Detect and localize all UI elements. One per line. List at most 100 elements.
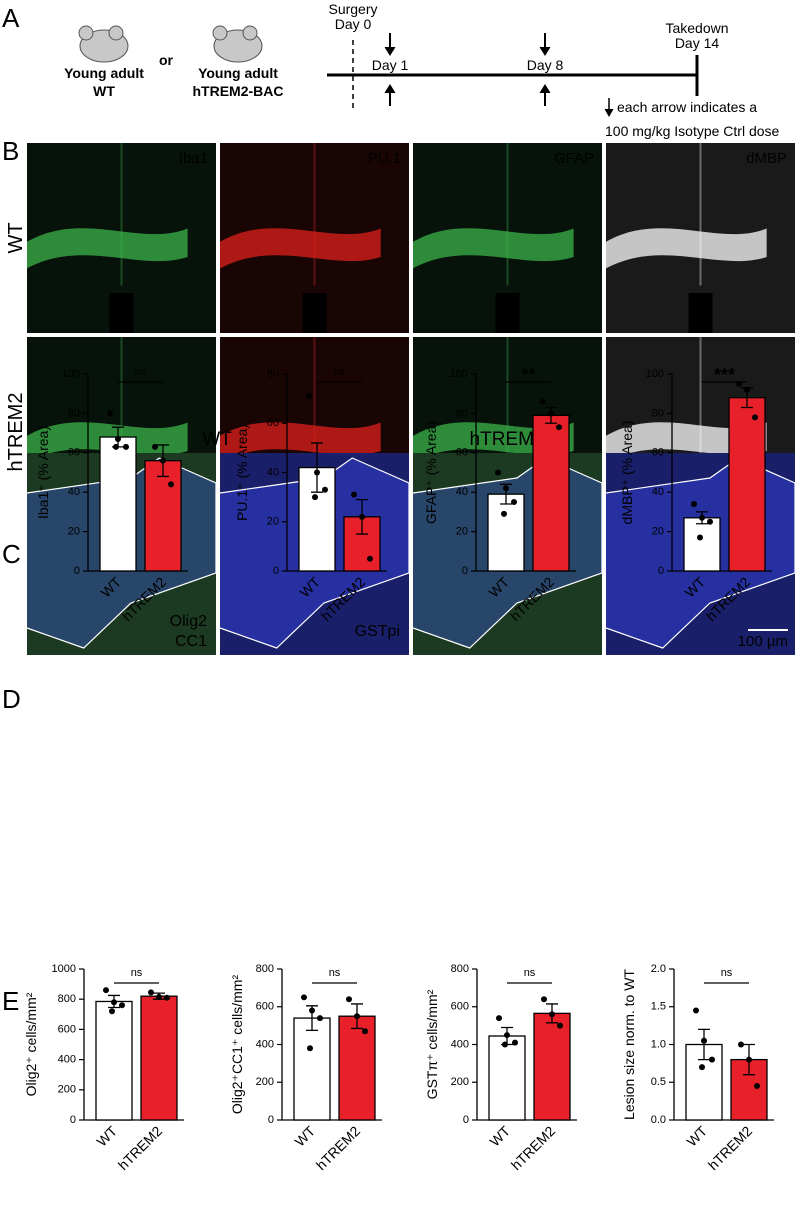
y-tick-label: 800 <box>58 993 76 1005</box>
data-point <box>312 494 318 501</box>
data-point <box>109 1008 115 1015</box>
significance-label: *** <box>714 365 735 385</box>
y-tick-label: 20 <box>267 516 279 528</box>
data-point <box>738 1041 744 1048</box>
data-point <box>496 1015 502 1022</box>
y-tick-label: 600 <box>256 1001 274 1013</box>
bar <box>728 396 766 572</box>
significance-label: ns <box>721 967 733 979</box>
y-tick-label: 0 <box>74 565 80 577</box>
significance-label: ns <box>524 967 536 979</box>
data-point <box>351 491 357 498</box>
significance-label: ns <box>334 366 346 378</box>
y-tick-label: 0.5 <box>651 1076 666 1088</box>
x-tick-label: hTREM2 <box>705 1123 756 1174</box>
bar <box>488 1035 526 1121</box>
data-point <box>707 518 713 525</box>
y-tick-label: 80 <box>456 407 468 419</box>
note: each arrow indicates a <box>617 99 757 115</box>
bar <box>99 436 137 572</box>
significance-label: ** <box>521 365 535 385</box>
stain-label: CC1 <box>175 633 207 650</box>
stain-label: GSTpi <box>355 623 400 640</box>
data-point <box>512 1039 518 1046</box>
x-tick-label: hTREM2 <box>508 1123 559 1174</box>
y-tick-label: 0 <box>273 565 279 577</box>
y-tick-label: 20 <box>456 526 468 538</box>
y-tick-label: 100 <box>62 368 80 380</box>
channel-label: dMBP <box>746 150 787 167</box>
y-tick-label: 100 <box>450 368 468 380</box>
data-point <box>317 1015 323 1022</box>
group-label: hTREM2-BAC <box>193 83 284 99</box>
data-point <box>301 994 307 1001</box>
panel-label: A <box>2 3 20 33</box>
group-label: Young adult <box>64 65 144 81</box>
y-tick-label: 0.0 <box>651 1114 666 1126</box>
data-point <box>557 1022 563 1029</box>
y-tick-label: 80 <box>652 407 664 419</box>
y-axis-label: Lesion size norm. to WT <box>621 969 637 1120</box>
data-point <box>164 994 170 1001</box>
tissue-band <box>220 422 381 463</box>
data-point <box>160 457 166 464</box>
x-tick-label: WT <box>93 1122 120 1149</box>
bar <box>293 1017 331 1121</box>
data-point <box>746 1056 752 1063</box>
data-point <box>359 513 365 520</box>
y-axis-label: Olig2⁺ cells/mm² <box>23 992 39 1096</box>
y-tick-label: 800 <box>256 963 274 975</box>
bar <box>487 493 525 572</box>
bar <box>533 1012 571 1121</box>
y-tick-label: 0 <box>463 1114 469 1126</box>
error-bar <box>311 442 323 493</box>
data-point <box>754 1083 760 1090</box>
significance-label: ns <box>135 366 147 378</box>
y-tick-label: 1000 <box>52 963 76 975</box>
y-tick-label: 400 <box>58 1054 76 1066</box>
group-label: WT <box>202 429 232 450</box>
or-label: or <box>159 52 174 68</box>
data-point <box>148 989 154 996</box>
panel-label: D <box>2 684 21 714</box>
channel-label: Iba1 <box>179 150 208 167</box>
y-tick-label: 0 <box>658 565 664 577</box>
data-point <box>495 469 501 476</box>
y-tick-label: 80 <box>267 368 279 380</box>
data-point <box>346 996 352 1003</box>
data-point <box>502 1041 508 1048</box>
group-label: Young adult <box>198 65 278 81</box>
y-tick-label: 200 <box>451 1076 469 1088</box>
data-point <box>501 510 507 517</box>
data-point <box>168 481 174 488</box>
channel-label: GFAP <box>554 150 594 167</box>
x-tick-label: WT <box>486 1122 513 1149</box>
tissue-band <box>606 422 767 463</box>
group-label: hTREM2 <box>470 429 545 450</box>
tissue-band <box>606 228 767 269</box>
y-tick-label: 1.5 <box>651 1001 666 1013</box>
timeline <box>327 33 699 118</box>
y-axis-label: GSTπ⁺ cells/mm² <box>424 989 440 1099</box>
data-point <box>752 414 758 421</box>
y-tick-label: 40 <box>68 486 80 498</box>
tissue-band <box>27 228 188 269</box>
scale-label: 100 µm <box>738 633 788 650</box>
timeline-label: Day 0 <box>335 16 372 32</box>
data-point <box>115 436 121 443</box>
ventricle <box>495 293 520 333</box>
y-tick-label: 600 <box>58 1023 76 1035</box>
y-tick-label: 100 <box>646 368 664 380</box>
tissue-band <box>220 228 381 269</box>
y-tick-label: 60 <box>456 447 468 459</box>
data-point <box>697 534 703 541</box>
bar <box>683 517 721 572</box>
panel-label: B <box>2 136 19 166</box>
y-tick-label: 400 <box>256 1038 274 1050</box>
group-label: WT <box>93 83 115 99</box>
data-point <box>307 1045 313 1052</box>
y-tick-label: 0 <box>70 1114 76 1126</box>
bar <box>532 414 570 572</box>
significance-label: ns <box>131 967 143 979</box>
data-point <box>103 987 109 994</box>
